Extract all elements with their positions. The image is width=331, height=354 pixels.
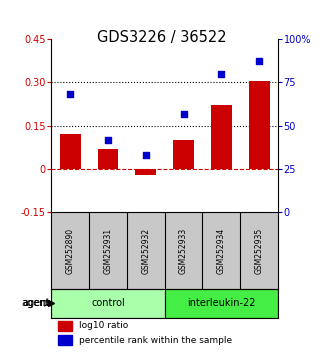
Text: percentile rank within the sample: percentile rank within the sample	[78, 336, 232, 345]
Bar	[165, 289, 278, 318]
Bar	[135, 169, 156, 175]
Text: log10 ratio: log10 ratio	[78, 321, 128, 330]
Point	[257, 59, 262, 64]
Point	[143, 152, 148, 158]
Point	[68, 92, 73, 97]
Bar	[211, 105, 232, 169]
Text: GSM252890: GSM252890	[66, 227, 75, 274]
Text: GSM252932: GSM252932	[141, 227, 150, 274]
Bar	[51, 289, 165, 318]
Text: GDS3226 / 36522: GDS3226 / 36522	[97, 30, 227, 45]
Bar	[58, 335, 72, 346]
Point	[181, 111, 186, 116]
Bar	[173, 140, 194, 169]
Bar	[249, 81, 269, 169]
Text: GSM252931: GSM252931	[104, 227, 113, 274]
Text: GSM252934: GSM252934	[217, 227, 226, 274]
Text: interleukin-22: interleukin-22	[187, 298, 256, 308]
Text: GSM252933: GSM252933	[179, 227, 188, 274]
Text: agent: agent	[21, 298, 49, 308]
Bar	[60, 134, 80, 169]
Bar	[98, 149, 118, 169]
Bar	[58, 321, 72, 331]
Text: agent: agent	[22, 298, 51, 308]
Text: control: control	[91, 298, 125, 308]
Text: GSM252935: GSM252935	[255, 227, 264, 274]
Point	[105, 137, 111, 142]
Point	[219, 71, 224, 76]
